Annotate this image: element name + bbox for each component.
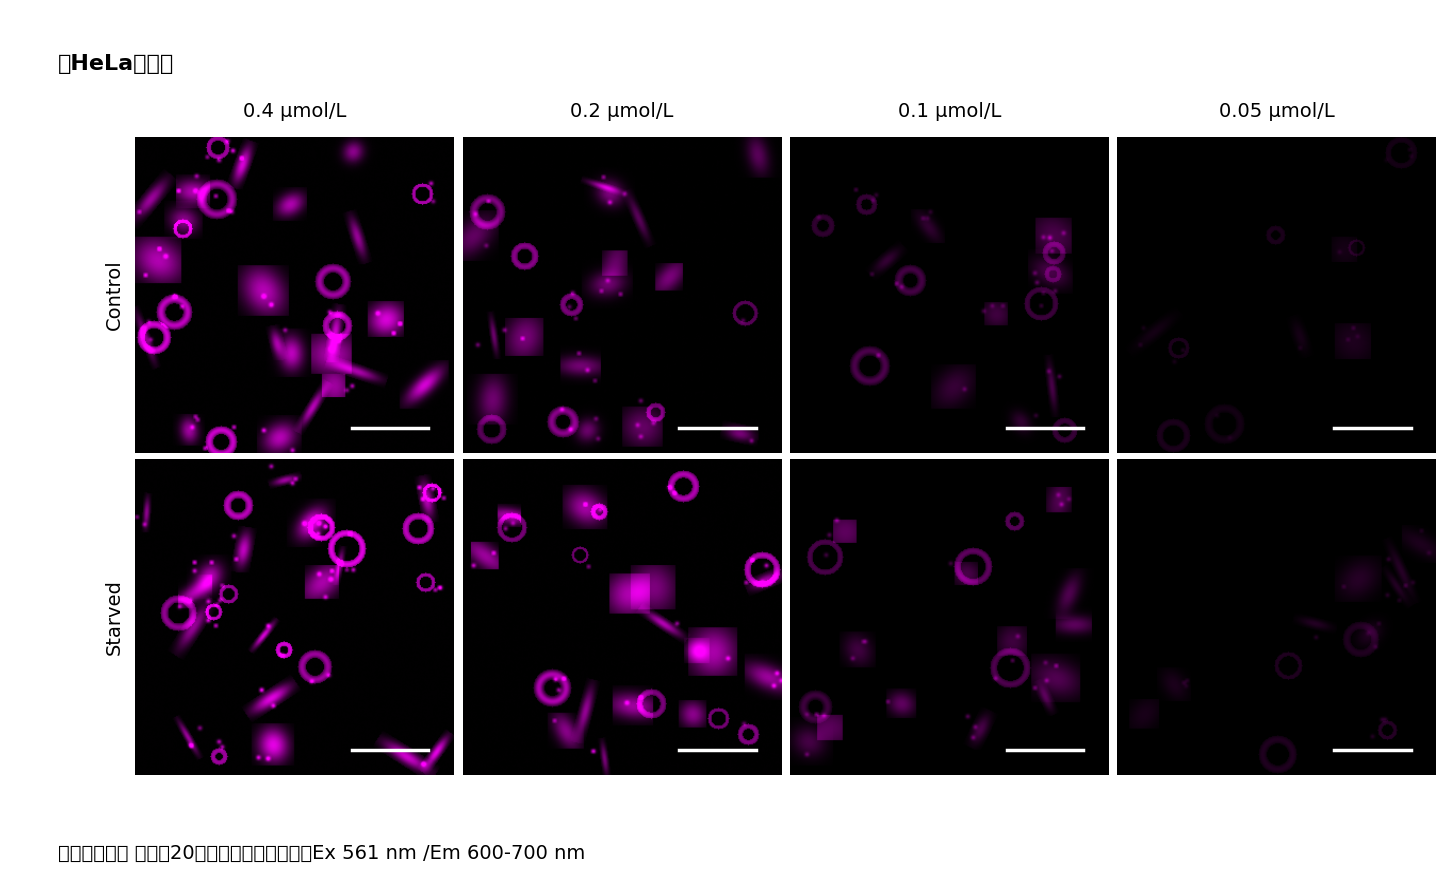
Text: 0.05 μmol/L: 0.05 μmol/L xyxy=(1219,102,1334,122)
Text: Starved: Starved xyxy=(105,579,124,654)
Text: 0.1 μmol/L: 0.1 μmol/L xyxy=(898,102,1001,122)
Text: 0.4 μmol/L: 0.4 μmol/L xyxy=(243,102,346,122)
Text: Control: Control xyxy=(105,259,124,331)
Text: 》HeLa細胞》: 》HeLa細胞》 xyxy=(58,54,175,73)
Text: 0.2 μmol/L: 0.2 μmol/L xyxy=(570,102,674,122)
Text: ＜検出条件＞ 倍率：20倍　励起・蛛光波長：Ex 561 nm /Em 600-700 nm: ＜検出条件＞ 倍率：20倍 励起・蛛光波長：Ex 561 nm /Em 600-… xyxy=(58,844,585,864)
Text: スケールバー： 50 μm: スケールバー： 50 μm xyxy=(1310,755,1438,773)
